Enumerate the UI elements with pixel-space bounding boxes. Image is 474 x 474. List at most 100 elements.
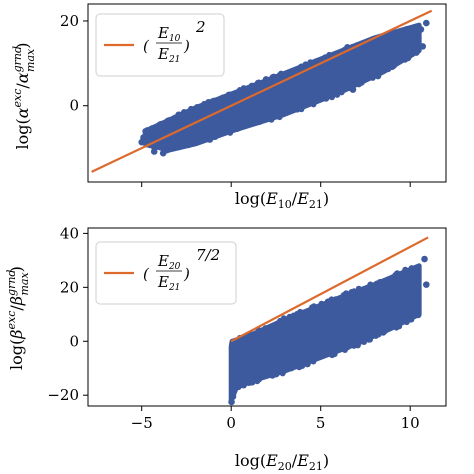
scatter-point: [255, 329, 262, 336]
y-tick-label: 20: [60, 12, 79, 30]
scatter-point: [254, 376, 261, 383]
scatter-point: [295, 363, 303, 371]
scatter-point: [403, 319, 410, 326]
scatter-point: [188, 105, 195, 112]
scatter-point: [227, 129, 234, 136]
scatter-point: [310, 358, 317, 365]
top-legend: ( E10 E21 ) 2: [95, 13, 225, 77]
scatter-point: [374, 72, 382, 80]
scatter-point: [177, 143, 184, 150]
scatter-point: [402, 56, 409, 63]
scatter-point: [423, 281, 430, 288]
scatter-point: [280, 315, 287, 322]
scatter-point: [423, 19, 430, 27]
scatter-point: [343, 291, 350, 298]
scatter-point: [288, 365, 295, 372]
top-plot-frame: [87, 3, 447, 183]
scatter-point: [248, 377, 255, 384]
scatter-point: [361, 339, 368, 346]
scatter-point: [334, 91, 341, 98]
scatter-point: [226, 91, 233, 98]
bottom-y-axis-label: log(βexc/βgrndmax): [5, 266, 31, 370]
scatter-point: [332, 296, 339, 303]
scatter-point: [212, 134, 219, 141]
scatter-point: [403, 25, 410, 32]
scatter-point: [150, 148, 158, 155]
scatter-point: [344, 344, 351, 351]
bottom-x-ticks: −5 0 5 10: [131, 406, 420, 432]
scatter-point: [261, 373, 268, 380]
scatter-point: [278, 111, 285, 118]
top-legend-close-paren: ): [183, 37, 190, 55]
scatter-point: [203, 101, 210, 108]
scatter-point: [292, 67, 299, 74]
top-outlier-points: [138, 19, 430, 157]
scatter-point: [329, 348, 336, 355]
scatter-point: [421, 255, 428, 263]
scatter-point: [181, 110, 188, 117]
scatter-point: [304, 361, 311, 368]
scatter-point: [155, 143, 162, 150]
scatter-point: [298, 63, 305, 70]
scatter-point: [279, 370, 286, 377]
scatter-point: [419, 43, 427, 50]
scatter-point: [248, 331, 255, 338]
scatter-point: [414, 267, 421, 275]
scatter-point: [399, 30, 407, 37]
scatter-point: [366, 336, 373, 343]
scatter-point: [415, 311, 422, 318]
bottom-legend-open-paren: (: [143, 265, 150, 283]
scatter-point: [410, 32, 418, 39]
scatter-point: [397, 271, 405, 279]
top-reference-line: [91, 9, 433, 173]
scatter-point: [402, 266, 409, 273]
scatter-point: [142, 128, 149, 135]
scatter-point: [318, 352, 325, 359]
top-y-axis-label: log(αexc/αgrndmax): [11, 42, 37, 149]
scatter-point: [408, 265, 415, 272]
bottom-panel: −5 0 5 10 −20 0 20 40 ( E20 E21 ) 7/2 log(E20/…: [5, 224, 447, 473]
scatter-point: [349, 86, 357, 93]
x-tick-label: 0: [226, 414, 236, 432]
scatter-point: [414, 47, 421, 54]
x-tick-label: −5: [131, 414, 153, 432]
y-tick-label: −20: [47, 386, 79, 404]
top-legend-exponent: 2: [195, 18, 206, 36]
scatter-point: [309, 304, 316, 311]
scatter-point: [185, 142, 192, 149]
top-x-axis-label: log(E10/E21): [235, 189, 329, 211]
scatter-point: [318, 300, 325, 307]
bottom-y-ticks: −20 0 20 40: [47, 224, 88, 404]
scatter-point: [302, 309, 309, 316]
scatter-point: [408, 316, 415, 323]
scatter-point: [268, 116, 275, 123]
scatter-point: [206, 136, 213, 143]
scatter-point: [340, 86, 347, 93]
top-x-ticks: [141, 182, 411, 187]
scatter-point: [288, 314, 295, 321]
scatter-point: [237, 124, 244, 131]
bottom-outlier-points: [228, 255, 430, 406]
bottom-reference-line: [230, 236, 429, 343]
bottom-legend-close-paren: ): [183, 265, 190, 283]
scatter-point: [220, 94, 227, 101]
scatter-point: [309, 60, 316, 67]
scatter-point: [396, 320, 403, 327]
scatter-point: [405, 36, 412, 44]
scatter-point: [138, 138, 145, 146]
scatter-point: [326, 51, 333, 58]
scatter-point: [286, 69, 293, 76]
scatter-point: [380, 327, 387, 334]
scatter-point: [369, 74, 376, 81]
scatter-point: [173, 114, 180, 121]
y-tick-label: 20: [60, 278, 79, 296]
scatter-point: [325, 298, 332, 305]
scatter-point: [288, 107, 295, 114]
x-tick-label: 10: [401, 414, 420, 432]
top-panel: 0 20 ( E10 E21 ) 2 log(E10/E21) log(αexc/…: [11, 3, 447, 211]
y-tick-label: 40: [60, 224, 79, 242]
top-legend-box: [95, 13, 225, 77]
scatter-point: [228, 398, 235, 406]
bottom-scatter-cloud: [228, 263, 422, 404]
scatter-point: [417, 26, 425, 33]
